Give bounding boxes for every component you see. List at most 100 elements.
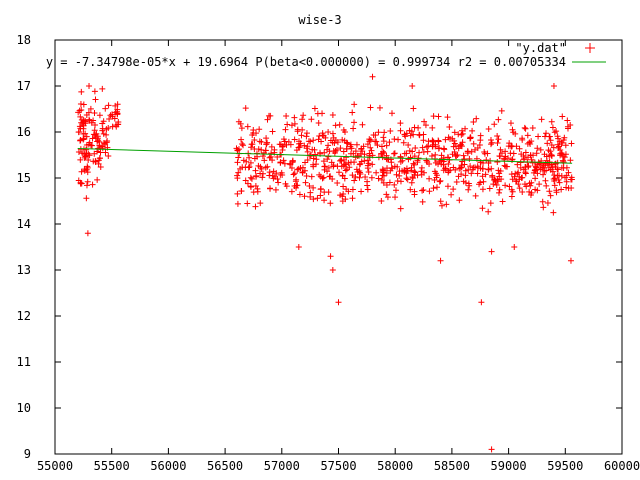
data-point (429, 138, 436, 145)
data-point (496, 173, 503, 180)
data-point (293, 176, 300, 183)
data-point (423, 157, 430, 164)
data-point (346, 164, 353, 171)
legend-label-fit: y = -7.34798e-05*x + 19.6964 P(beta<0.00… (46, 55, 566, 69)
data-point (401, 150, 408, 157)
data-point (470, 118, 477, 125)
data-point (302, 179, 309, 186)
data-point (92, 96, 99, 103)
data-point (243, 158, 250, 165)
data-point (384, 194, 391, 201)
data-point (234, 159, 241, 166)
data-point (485, 126, 492, 133)
data-point (561, 134, 568, 141)
data-point (349, 172, 356, 179)
data-point (488, 139, 495, 146)
data-point (297, 140, 304, 147)
data-point (434, 184, 441, 191)
data-point (462, 167, 469, 174)
data-point (465, 180, 472, 187)
data-point (511, 244, 518, 250)
data-point (356, 161, 363, 168)
data-point (547, 192, 554, 199)
data-point (325, 164, 332, 171)
data-point (296, 191, 303, 198)
data-point (350, 125, 357, 132)
data-point (94, 176, 101, 183)
data-point (290, 171, 297, 178)
data-point (544, 200, 551, 207)
y-tick-label: 15 (17, 171, 31, 185)
data-point (78, 88, 85, 95)
data-point (374, 142, 381, 149)
data-point (494, 178, 501, 185)
data-point (522, 170, 529, 177)
data-point (327, 253, 334, 260)
data-point (347, 141, 354, 148)
data-point (487, 141, 494, 148)
data-point (445, 167, 452, 174)
data-point (470, 140, 477, 147)
data-point (397, 205, 404, 212)
data-point (418, 164, 425, 171)
data-point (94, 138, 101, 145)
data-point (109, 111, 116, 118)
data-point (314, 195, 321, 202)
data-point (301, 142, 308, 149)
data-point (304, 143, 311, 150)
data-point (246, 154, 253, 161)
y-tick-label: 17 (17, 79, 31, 93)
data-point (331, 139, 338, 146)
data-point (564, 117, 571, 124)
data-point (351, 119, 358, 126)
data-point (421, 118, 428, 125)
data-point (391, 181, 398, 188)
data-point (554, 141, 561, 148)
data-point (380, 138, 387, 145)
data-point (527, 141, 534, 148)
data-point (86, 116, 93, 123)
data-point (329, 267, 336, 273)
data-point (336, 121, 343, 128)
data-point (253, 172, 260, 179)
data-point (460, 152, 467, 159)
data-point (486, 185, 493, 192)
data-point (564, 125, 571, 132)
data-point (440, 167, 447, 174)
data-point (310, 184, 317, 191)
data-point (288, 122, 295, 129)
data-point (268, 143, 275, 150)
data-point (543, 182, 550, 189)
data-point (335, 299, 342, 306)
data-point (473, 115, 480, 122)
data-point (428, 152, 435, 159)
data-point (502, 148, 509, 155)
data-point (416, 149, 423, 156)
data-point (252, 182, 259, 189)
data-point (485, 208, 492, 215)
data-point (437, 198, 444, 205)
data-point (365, 169, 372, 176)
data-point (367, 137, 374, 144)
data-point (444, 183, 451, 190)
data-point (459, 127, 466, 134)
data-point (367, 144, 374, 151)
data-point (325, 142, 332, 149)
data-point (497, 146, 504, 153)
data-point (390, 150, 397, 157)
data-point (376, 104, 383, 111)
data-point (389, 165, 396, 172)
data-point (349, 109, 356, 116)
data-point (449, 151, 456, 158)
data-point (294, 126, 301, 133)
data-point (482, 171, 489, 178)
data-point (559, 113, 566, 120)
data-point (367, 104, 374, 111)
data-point (380, 179, 387, 186)
data-point (537, 146, 544, 153)
data-point (420, 137, 427, 144)
data-point (321, 166, 328, 173)
data-point (358, 146, 365, 153)
data-point (320, 158, 327, 165)
data-point (80, 101, 87, 108)
